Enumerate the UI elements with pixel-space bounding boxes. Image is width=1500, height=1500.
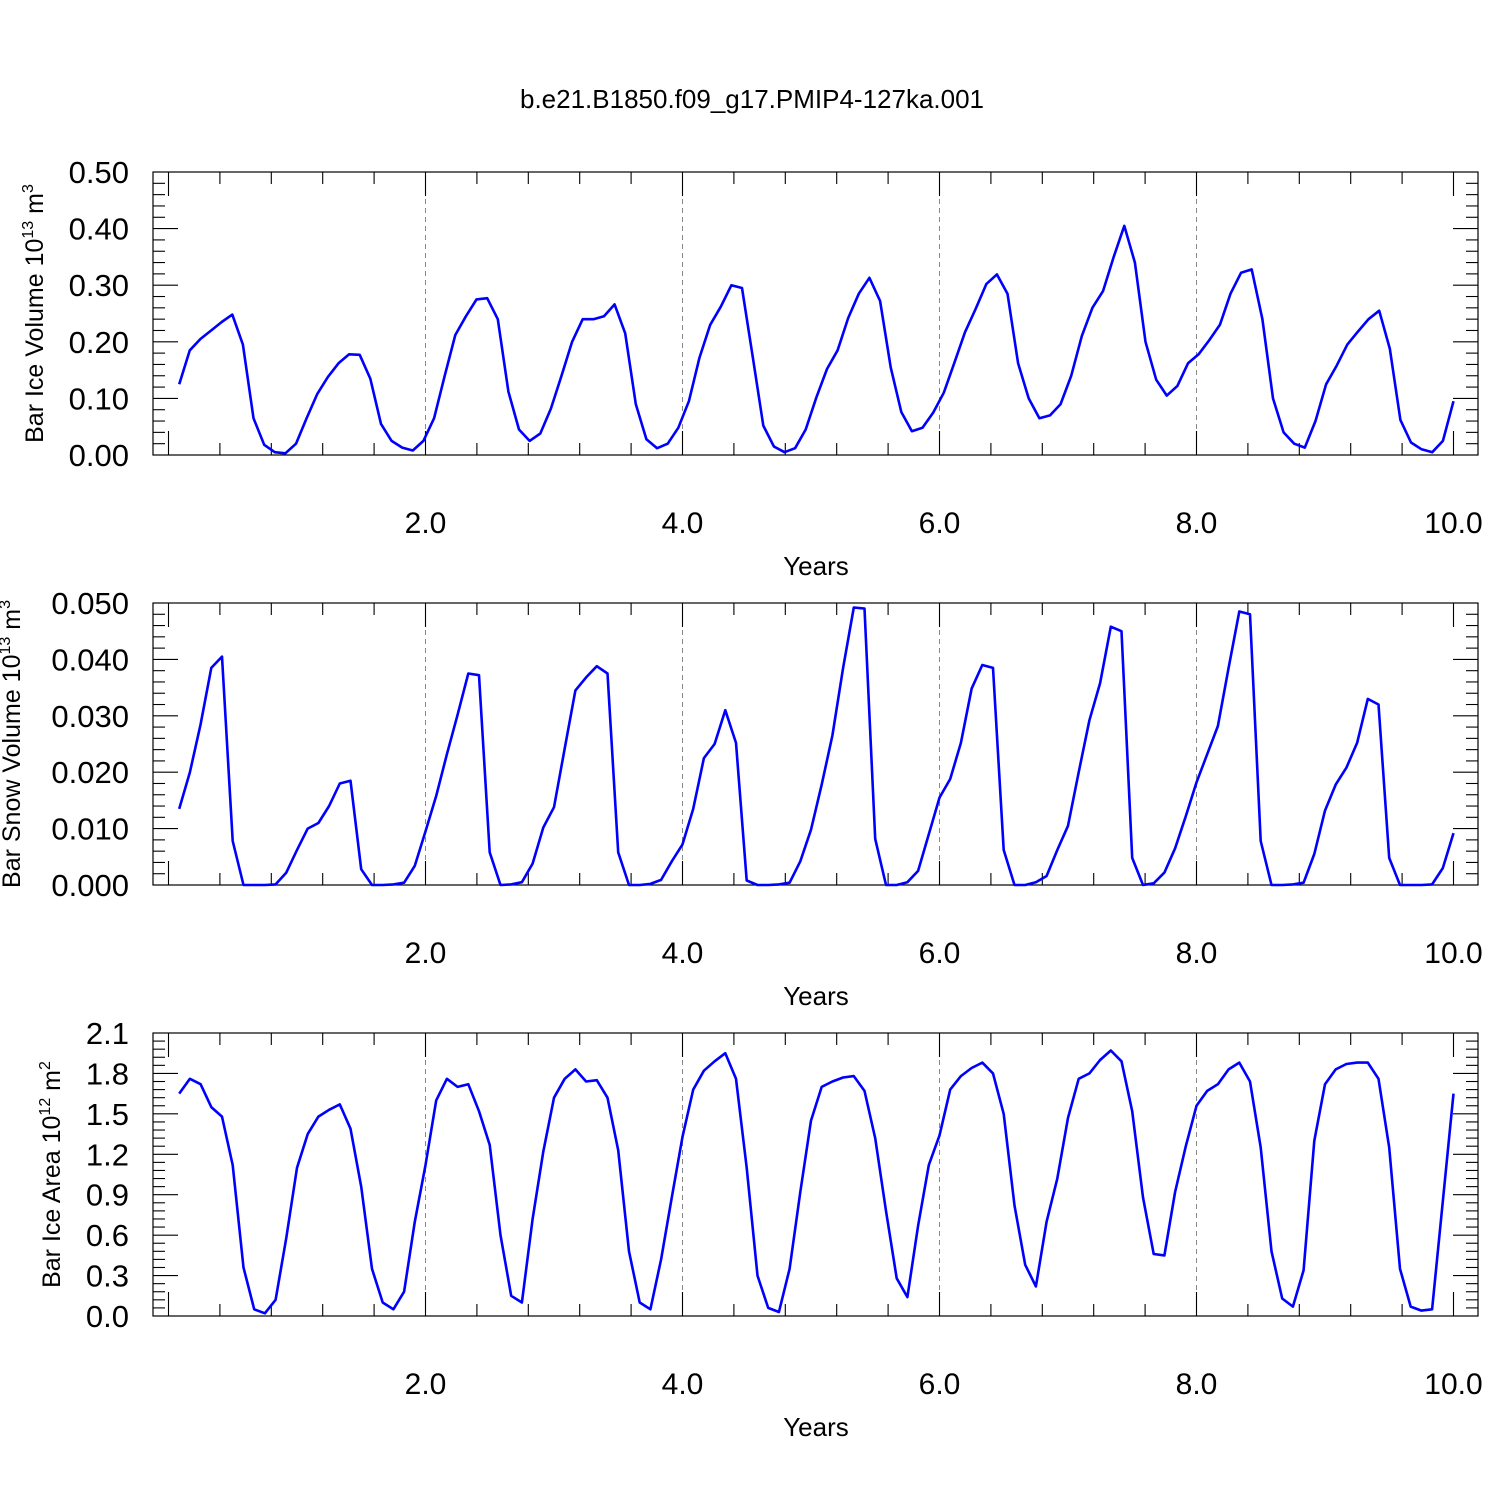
y-tick-label: 0.050: [51, 586, 129, 621]
x-tick-label: 4.0: [662, 1368, 704, 1401]
x-tick-label: 8.0: [1176, 1368, 1218, 1401]
y-tick-label: 0.50: [69, 155, 129, 190]
y-tick-label: 0.10: [69, 381, 129, 416]
y-axis-label: Bar Snow Volume 1013 m3: [0, 600, 26, 888]
series-line: [177, 606, 1455, 887]
chart-panel-1: 2.0 4.0 6.0 8.0 10.0 Years 0.00 0.10 0.20 0.30 0.4…: [20, 155, 1483, 581]
x-tick-label: 2.0: [405, 507, 447, 540]
series-line: [178, 1049, 1455, 1315]
y-tick-label: 0.9: [86, 1178, 129, 1213]
plot-frame: [152, 171, 1479, 456]
y-tick-label: 1.2: [86, 1137, 129, 1172]
x-tick-label: 2.0: [405, 1368, 447, 1401]
y-axis-label: Bar Ice Area 1012 m2: [37, 1061, 66, 1288]
x-tick-label: 4.0: [662, 507, 704, 540]
series-line: [177, 224, 1455, 455]
y-tick-label: 1.8: [86, 1056, 129, 1091]
y-tick-label: 0.040: [51, 642, 129, 677]
x-tick-label: 10.0: [1424, 1368, 1482, 1401]
x-tick-label: 6.0: [919, 937, 961, 970]
y-tick-label: 2.1: [86, 1016, 129, 1051]
y-tick-label: 0.3: [86, 1259, 129, 1294]
x-tick-label: 8.0: [1176, 507, 1218, 540]
plot-frame: [152, 602, 1479, 886]
y-tick-label: 0.40: [69, 212, 129, 247]
y-tick-label: 0.020: [51, 755, 129, 790]
figure-title: b.e21.B1850.f09_g17.PMIP4-127ka.001: [520, 84, 984, 114]
y-tick-label: 0.010: [51, 812, 129, 847]
x-tick-label: 6.0: [919, 1368, 961, 1401]
y-tick-label: 0.6: [86, 1218, 129, 1253]
chart-panel-3: 2.0 4.0 6.0 8.0 10.0 Years 0.0 0.3 0.6 0.9 1.2 1.5 1…: [37, 1016, 1483, 1442]
y-tick-label: 1.5: [86, 1097, 129, 1132]
x-tick-label: 2.0: [405, 937, 447, 970]
y-tick-label: 0.20: [69, 325, 129, 360]
x-axis-label: Years: [783, 1412, 849, 1442]
y-tick-label: 0.0: [86, 1299, 129, 1334]
y-axis-label: Bar Ice Volume 1013 m3: [20, 184, 49, 443]
x-tick-label: 10.0: [1424, 937, 1482, 970]
y-tick-label: 0.000: [51, 868, 129, 903]
x-axis-label: Years: [783, 981, 849, 1011]
y-tick-label: 0.30: [69, 268, 129, 303]
x-tick-label: 10.0: [1424, 507, 1482, 540]
y-tick-label: 0.030: [51, 699, 129, 734]
x-axis-label: Years: [783, 551, 849, 581]
x-tick-label: 8.0: [1176, 937, 1218, 970]
chart-panel-2: 2.0 4.0 6.0 8.0 10.0 Years 0.000 0.010 0.020 0.03…: [0, 586, 1483, 1011]
x-tick-label: 4.0: [662, 937, 704, 970]
plot-frame: [152, 1032, 1479, 1317]
x-tick-label: 6.0: [919, 507, 961, 540]
y-tick-label: 0.00: [69, 438, 129, 473]
